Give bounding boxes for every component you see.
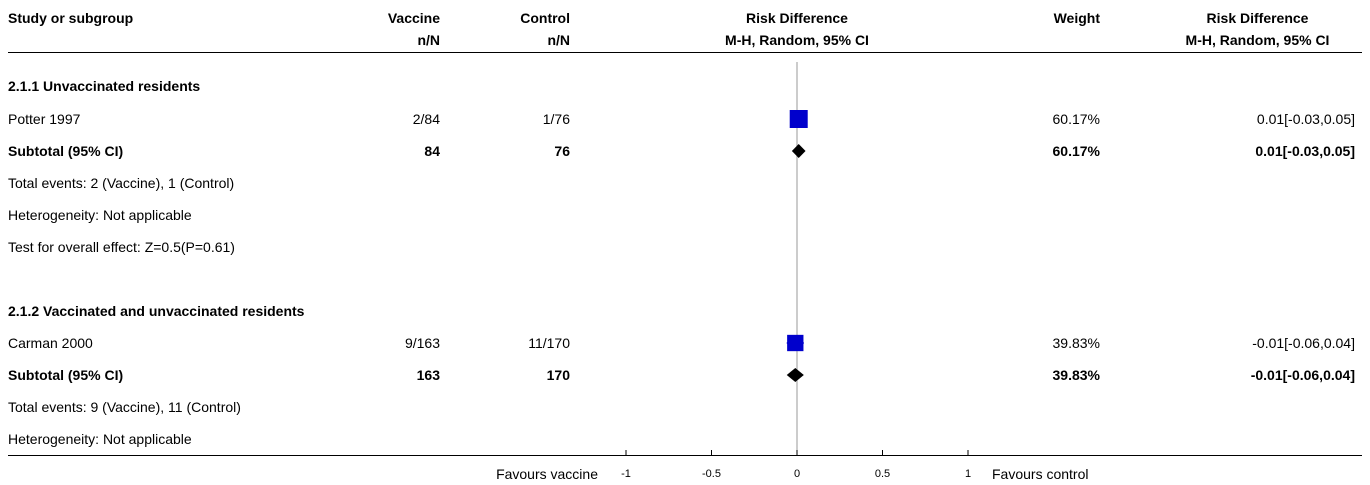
study-marker <box>789 110 808 128</box>
study-marker <box>787 334 804 352</box>
study-rd: -0.01[-0.06,0.04] <box>1252 335 1355 351</box>
total-events: Total events: 2 (Vaccine), 1 (Control) <box>8 175 235 191</box>
subtotal-diamond <box>791 144 806 158</box>
study-vaccine: 9/163 <box>404 335 440 351</box>
header-rd-plot-sub: M-H, Random, 95% CI <box>725 32 869 48</box>
axis-tick-label: 1 <box>965 468 971 480</box>
axis-tick-label: -1 <box>621 468 631 480</box>
header-study: Study or subgroup <box>8 10 134 26</box>
study-name: Carman 2000 <box>8 335 93 351</box>
header-control-sub: n/N <box>547 32 570 48</box>
subtotal-weight: 60.17% <box>1052 143 1100 159</box>
footer-divider <box>8 455 1362 456</box>
subtotal-vaccine: 84 <box>424 143 440 159</box>
heterogeneity: Heterogeneity: Not applicable <box>8 207 192 223</box>
study-name: Potter 1997 <box>8 111 81 127</box>
header-rd-value: Risk Difference <box>1206 10 1309 26</box>
subtotal-vaccine: 163 <box>416 367 440 383</box>
header-weight: Weight <box>1053 10 1100 26</box>
subtotal-label: Subtotal (95% CI) <box>8 143 124 159</box>
axis-tick-label: 0.5 <box>875 468 890 480</box>
header-divider <box>8 52 1362 53</box>
subtotal-label: Subtotal (95% CI) <box>8 367 124 383</box>
subtotal-rd: -0.01[-0.06,0.04] <box>1250 367 1355 383</box>
group-title: 2.1.2 Vaccinated and unvaccinated reside… <box>8 303 305 319</box>
favours-control-label: Favours control <box>992 466 1089 482</box>
study-rd: 0.01[-0.03,0.05] <box>1256 111 1355 127</box>
header-rd-plot: Risk Difference <box>746 10 848 26</box>
header-rd-value-sub: M-H, Random, 95% CI <box>1185 32 1330 48</box>
study-weight: 60.17% <box>1052 111 1100 127</box>
total-events: Total events: 9 (Vaccine), 11 (Control) <box>8 399 241 415</box>
study-vaccine: 2/84 <box>412 111 440 127</box>
axis-tick-label: 0 <box>794 468 800 480</box>
study-weight: 39.83% <box>1052 335 1100 351</box>
subtotal-diamond <box>786 368 804 382</box>
subtotal-control: 170 <box>546 367 570 383</box>
study-control: 11/170 <box>528 335 570 351</box>
axis-tick-label: -0.5 <box>702 468 721 480</box>
header-control: Control <box>520 10 570 26</box>
subtotal-weight: 39.83% <box>1052 367 1100 383</box>
favours-vaccine-label: Favours vaccine <box>496 466 598 482</box>
group-title: 2.1.1 Unvaccinated residents <box>8 78 201 94</box>
subtotal-control: 76 <box>554 143 570 159</box>
overall-effect: Test for overall effect: Z=0.5(P=0.61) <box>8 239 235 255</box>
heterogeneity: Heterogeneity: Not applicable <box>8 431 192 447</box>
header-vaccine: Vaccine <box>387 10 440 26</box>
subtotal-rd: 0.01[-0.03,0.05] <box>1255 143 1355 159</box>
study-control: 1/76 <box>542 111 570 127</box>
header-vaccine-sub: n/N <box>417 32 440 48</box>
